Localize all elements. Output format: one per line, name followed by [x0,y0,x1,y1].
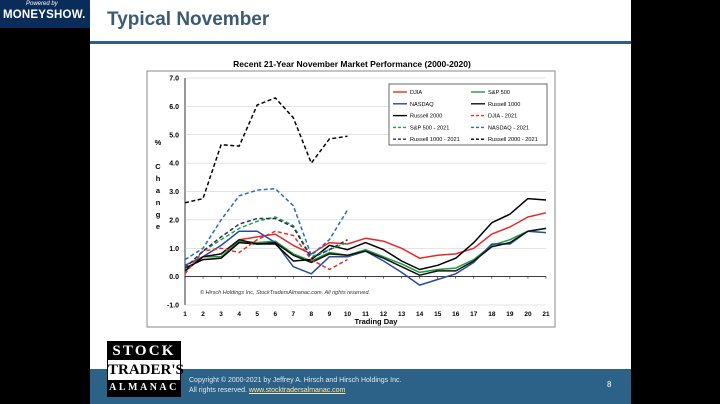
x-tick-label: 4 [237,311,241,318]
slide-title: Typical November [107,9,270,30]
x-tick-label: 1 [183,311,187,318]
y-axis-label-char: C [155,162,161,171]
moneyshow-logo: Powered by MONEYSHOW. [0,0,96,28]
logo-line-almanac: ALMANAC [108,380,180,396]
y-tick-label: 5.0 [169,132,179,139]
legend-label: Russell 1000 [488,102,520,108]
legend-label: NASDAQ [410,102,434,108]
series-line-7 [184,187,349,261]
y-axis-label-char: g [156,210,161,219]
legend-label: Russell 2000 [410,114,442,120]
logo-line-traders: TRADER'S [108,360,184,380]
x-tick-label: 7 [291,311,295,318]
y-axis-label-char: n [156,198,161,207]
x-tick-label: 17 [470,311,478,318]
legend-label: S&P 500 [488,90,510,96]
series-line-6 [184,216,348,269]
rights-line: All rights reserved. www.stocktradersalm… [189,386,401,396]
series-line-9 [184,97,348,204]
x-tick-label: 12 [380,311,388,318]
moneyshow-brand: MONEYSHOW. [3,9,86,21]
legend-label: Russell 2000 - 2021 [488,137,538,143]
y-tick-label: 3.0 [169,189,179,196]
rights-text: All rights reserved. [189,387,247,394]
footer-copyright: Copyright © 2000-2021 by Jeffrey A. Hirs… [189,376,401,396]
x-tick-label: 19 [506,311,514,318]
y-axis-label-char: e [156,222,160,231]
x-tick-label: 15 [434,311,442,318]
series-line-4 [184,197,547,271]
powered-by-label: Powered by [26,1,58,7]
series-lines [184,97,547,286]
legend-label: DJIA - 2021 [488,114,517,120]
y-tick-label: 0.0 [169,274,179,281]
x-tick-label: 6 [273,311,277,318]
website-link[interactable]: www.stocktradersalmanac.com [248,387,346,394]
x-tick-label: 10 [344,311,352,318]
x-tick-label: 8 [310,311,314,318]
y-tick-label: 4.0 [169,161,179,168]
x-axis-ticks: 1 2 3 4 5 6 7 8 9 10 11 12 13 14 15 16 17 18 19 20 21 [183,276,550,318]
x-tick-label: 9 [328,311,332,318]
x-tick-label: 20 [524,311,532,318]
copyright-text: Copyright © 2000-2021 by Jeffrey A. Hirs… [189,377,402,384]
y-tick-label: -1.0 [167,303,179,310]
x-axis-label: Trading Day [355,317,399,326]
x-tick-label: 16 [452,311,460,318]
x-tick-label: 2 [201,311,205,318]
series-line-0 [184,212,547,272]
logo-line-stock: STOCK [108,342,180,360]
chart-title: Recent 21-Year November Market Performan… [233,59,471,69]
x-tick-label: 5 [255,311,259,318]
y-tick-label: 1.0 [169,246,179,253]
market-performance-chart: Recent 21-Year November Market Performan… [146,59,556,328]
chart-watermark: © Hirsch Holdings Inc, StockTradersAlman… [200,289,370,296]
x-tick-label: 11 [362,311,369,318]
legend-label: S&P 500 - 2021 [410,125,449,131]
x-tick-label: 3 [219,311,223,318]
legend-label: Russell 1000 - 2021 [410,137,460,143]
x-tick-label: 14 [416,311,424,318]
series-line-8 [184,217,348,269]
y-axis-label-char: % [155,138,162,147]
y-axis-label-char: a [156,186,161,195]
series-line-5 [184,230,348,275]
x-tick-label: 21 [542,311,550,318]
title-divider [90,41,631,44]
page-number: 8 [607,380,612,389]
legend-box [388,83,548,146]
presentation-slide: Typical November Recent 21-Year November… [90,0,631,404]
x-tick-label: 18 [488,311,496,318]
legend-label: NASDAQ - 2021 [488,125,529,131]
stock-traders-almanac-logo: STOCK TRADER'S ALMANAC [107,341,184,397]
chart-legend: DJIA S&P 500 NASDAQ Russell 1000 Russell 200… [393,90,538,143]
y-tick-label: 7.0 [169,76,179,83]
y-axis-label-char: h [156,174,161,183]
series-line-3 [184,227,547,276]
x-tick-label: 13 [398,311,406,318]
y-tick-label: 6.0 [169,104,179,111]
y-tick-label: 2.0 [169,217,179,224]
legend-label: DJIA [410,90,422,96]
y-axis-ticks: -1.0 0.0 1.0 2.0 3.0 4.0 5.0 6.0 7.0 [167,76,179,310]
